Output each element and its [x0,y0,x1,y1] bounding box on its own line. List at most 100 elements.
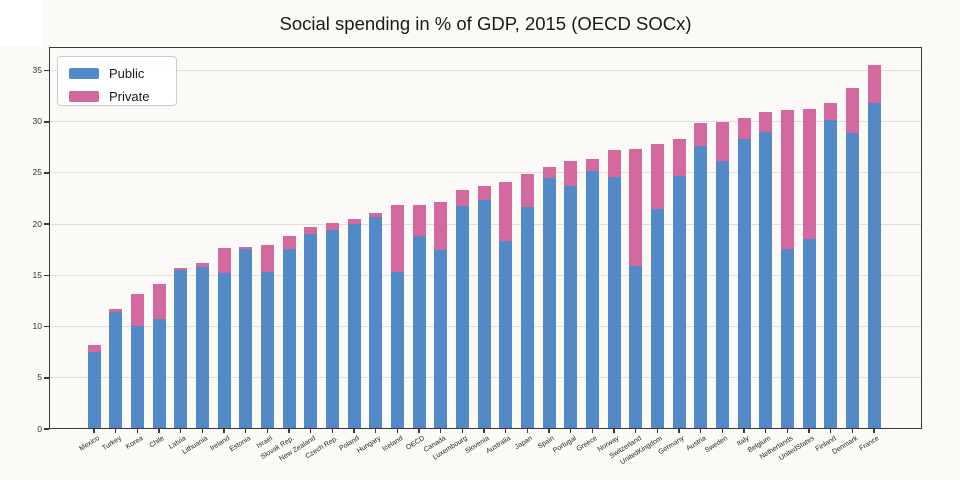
x-axis-tick-Australia [504,429,507,433]
bar-private-Poland [347,219,361,225]
x-tick-label-Mexico: Mexico [78,435,101,453]
x-axis-tick-Switzerland [634,429,637,433]
x-axis-tick-Estonia [244,429,247,433]
bar-private-Luxembourg [455,190,469,206]
bar-public-Italy [737,139,751,428]
x-axis-tick-Spain [548,429,550,433]
y-tick-label-15: 15 [32,269,42,280]
x-tick-label-Greece: Greece [575,435,600,454]
bar-public-Turkey [109,312,123,428]
bar-private-New Zealand [304,227,318,235]
bar-private-Norway [607,150,621,178]
bar-public-Estonia [239,248,253,428]
bar-public-UnitedKingdom [650,208,664,428]
bar-public-OECD [412,236,426,428]
bar-private-Korea [130,293,144,326]
bar-private-Belgium [759,111,773,132]
x-axis-tick-Germany [678,429,680,433]
x-axis-tick-Canada [439,429,442,433]
bar-private-Israel [260,244,274,273]
bar-public-Hungary [369,217,383,428]
bar-private-Spain [542,166,556,179]
x-axis-tick-Latvia [179,429,182,433]
gridline-35 [49,70,922,72]
y-tick-label-5: 5 [37,372,42,383]
legend-item-private: Private [69,88,176,105]
x-axis-tick-Hungary [374,429,377,433]
bar-private-Estonia [239,246,253,249]
bar-public-Poland [347,224,361,428]
x-axis-tick-OECD [418,429,420,433]
bar-public-Greece [585,170,599,428]
y-axis-tick-30 [44,121,49,123]
x-tick-label-Japan: Japan [514,435,535,452]
bar-private-Ireland [217,247,231,274]
bar-public-Chile [152,319,166,428]
x-axis-tick-Italy [743,429,745,433]
y-axis-tick-25 [44,172,49,174]
x-axis-tick-New Zealand [309,429,312,433]
x-axis-tick-France [873,429,875,433]
bar-private-Czech Rep. [325,223,339,231]
x-tick-label-Ireland: Ireland [208,435,231,453]
x-axis-tick-Ireland [223,429,225,433]
bar-public-Ireland [217,273,231,428]
bar-public-Portugal [564,186,578,428]
bar-public-Denmark [845,133,859,428]
bar-public-Norway [607,177,621,428]
bar-private-France [867,65,881,104]
bar-private-Denmark [845,87,859,133]
corner-artifact [0,0,42,46]
x-tick-label-Chile: Chile [148,435,166,450]
bar-private-Sweden [715,121,729,161]
bar-public-Luxembourg [455,205,469,428]
bar-public-Korea [130,325,144,428]
bar-private-OECD [412,204,426,237]
x-axis-tick-Korea [136,429,139,433]
y-tick-label-10: 10 [32,321,42,332]
legend-item-public: Public [69,65,176,82]
bar-private-Finland [824,103,838,120]
x-tick-label-Iceland: Iceland [381,435,405,453]
bar-private-Slovenia [477,186,491,200]
bar-public-Israel [260,272,274,428]
x-axis-tick-Sweden [721,429,724,433]
bar-public-France [867,103,881,428]
x-axis-tick-Japan [526,429,529,433]
x-tick-label-Hungary: Hungary [356,435,383,455]
x-tick-label-Australia: Australia [485,435,513,456]
x-axis-tick-Luxembourg [461,429,464,433]
bar-public-Czech Rep. [325,230,339,428]
x-tick-label-Korea: Korea [124,435,145,451]
y-axis-tick-5 [44,377,49,379]
bar-public-Canada [434,249,448,428]
bar-private-Turkey [109,309,123,313]
x-axis-tick-UnitedStates [808,429,810,433]
bar-public-UnitedStates [802,238,816,428]
bar-private-Germany [672,139,686,177]
bar-public-Japan [520,206,534,428]
x-axis-tick-Chile [158,429,160,433]
bar-public-Belgium [759,132,773,428]
bar-private-Slovak Rep. [282,236,296,249]
x-axis-tick-Greece [591,429,594,433]
bar-public-Finland [824,119,838,428]
legend: Public Private [57,56,177,106]
bar-public-Germany [672,176,686,428]
bar-private-Japan [520,173,534,207]
x-axis-tick-Denmark [851,429,854,433]
bar-public-Slovak Rep. [282,248,296,428]
y-tick-label-25: 25 [32,167,42,178]
y-axis-tick-0 [44,428,49,430]
bar-public-Netherlands [780,248,794,428]
bar-private-Chile [152,283,166,320]
bar-public-Austria [694,146,708,428]
bar-private-Italy [737,117,751,140]
bar-private-UnitedKingdom [650,144,664,209]
bar-private-Hungary [369,212,383,217]
bar-private-Lithuania [195,263,209,268]
y-axis-tick-10 [44,325,49,328]
x-axis-tick-Netherlands [786,429,789,433]
y-axis-tick-15 [44,274,49,277]
